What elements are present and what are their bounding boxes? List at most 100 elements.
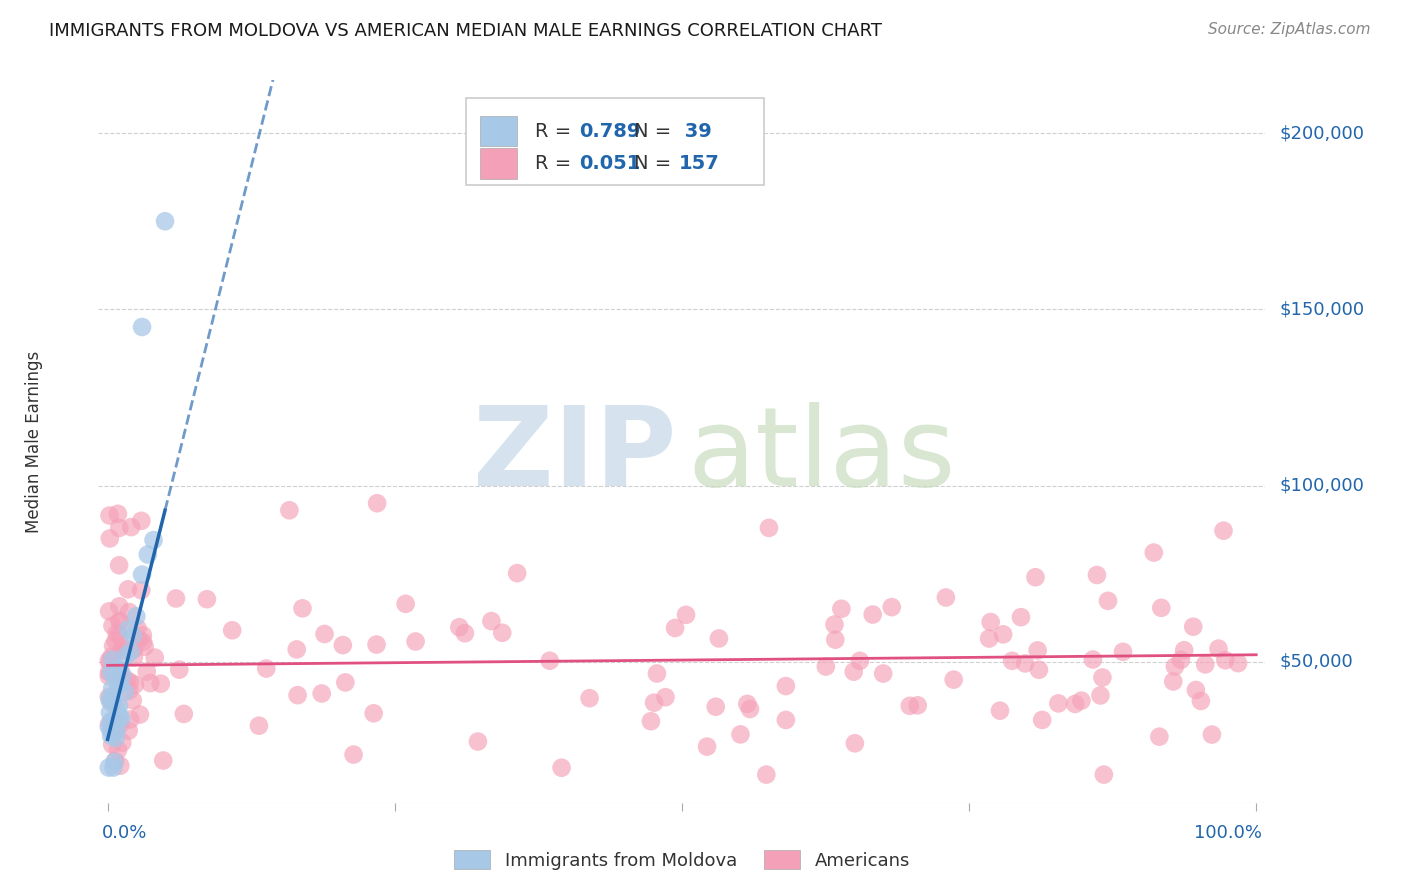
Point (898, 698, 921, 713)
Point (117, 582, 139, 597)
Point (1091, 671, 1114, 685)
Point (1085, 568, 1108, 582)
Point (291, 601, 314, 615)
Point (105, 703, 128, 717)
Point (111, 668, 134, 682)
Point (1161, 674, 1184, 689)
Point (105, 723, 128, 738)
Point (101, 653, 124, 667)
Point (143, 650, 166, 665)
Text: 100.0%: 100.0% (1194, 824, 1263, 842)
Point (153, 214, 176, 228)
Point (169, 663, 191, 677)
Point (285, 642, 308, 657)
Point (1090, 689, 1112, 703)
Text: $200,000: $200,000 (1279, 124, 1364, 142)
Point (1164, 659, 1187, 673)
Point (395, 597, 418, 611)
Point (1024, 570, 1046, 584)
Point (824, 632, 846, 647)
Point (1047, 697, 1070, 711)
Point (98, 508, 121, 523)
Point (654, 690, 676, 705)
Point (467, 734, 489, 748)
Point (1026, 643, 1049, 657)
Point (131, 567, 153, 582)
Point (755, 767, 778, 781)
Point (98, 604, 121, 618)
Point (730, 727, 752, 741)
Point (287, 688, 309, 702)
Point (942, 673, 965, 687)
Text: $100,000: $100,000 (1279, 476, 1364, 494)
FancyBboxPatch shape (479, 116, 517, 146)
Point (735, 697, 758, 711)
Point (707, 632, 730, 646)
Point (107, 507, 129, 521)
Text: Median Male Earnings: Median Male Earnings (25, 351, 44, 533)
Point (131, 514, 153, 528)
Text: $150,000: $150,000 (1279, 301, 1365, 318)
Point (100, 729, 122, 743)
Point (1143, 545, 1166, 559)
Point (645, 666, 668, 681)
Point (98, 717, 121, 731)
Point (111, 736, 134, 750)
Point (101, 619, 124, 633)
Point (775, 679, 797, 693)
Point (134, 640, 156, 654)
Legend: Immigrants from Moldova, Americans: Immigrants from Moldova, Americans (447, 843, 917, 877)
Text: R =: R = (534, 153, 578, 173)
Point (108, 558, 131, 573)
Point (127, 632, 149, 647)
Point (132, 628, 155, 642)
Point (98, 690, 121, 705)
Point (1001, 654, 1024, 668)
Point (124, 678, 146, 692)
Point (221, 624, 243, 638)
Point (129, 583, 152, 598)
Point (103, 720, 125, 734)
Point (1064, 697, 1087, 711)
Text: R =: R = (534, 122, 578, 141)
Point (830, 601, 852, 615)
Point (118, 683, 141, 698)
Point (98, 656, 121, 670)
Point (100, 714, 122, 729)
Point (640, 714, 662, 729)
Point (122, 650, 145, 665)
Point (111, 673, 134, 687)
Point (1092, 767, 1115, 781)
Point (643, 696, 665, 710)
Point (122, 629, 145, 643)
Point (131, 320, 153, 334)
Point (1149, 730, 1171, 744)
Point (97, 654, 120, 668)
Point (991, 627, 1014, 641)
Point (1212, 524, 1234, 538)
Point (125, 609, 148, 624)
Point (1185, 683, 1208, 698)
Point (139, 676, 162, 690)
Point (111, 643, 134, 657)
Point (696, 739, 718, 754)
Point (481, 614, 503, 628)
Point (101, 681, 124, 696)
Text: 0.0%: 0.0% (101, 824, 148, 842)
Point (335, 675, 357, 690)
Point (101, 738, 124, 752)
Point (664, 621, 686, 635)
Point (538, 654, 561, 668)
Point (454, 626, 477, 640)
Point (97, 690, 120, 704)
Point (1070, 693, 1092, 707)
Point (121, 693, 143, 707)
Point (103, 694, 125, 708)
Point (97, 760, 120, 774)
Point (775, 713, 797, 727)
Point (862, 607, 884, 622)
Point (120, 645, 142, 659)
Point (449, 620, 471, 634)
Text: $50,000: $50,000 (1279, 653, 1353, 671)
Point (117, 623, 139, 637)
